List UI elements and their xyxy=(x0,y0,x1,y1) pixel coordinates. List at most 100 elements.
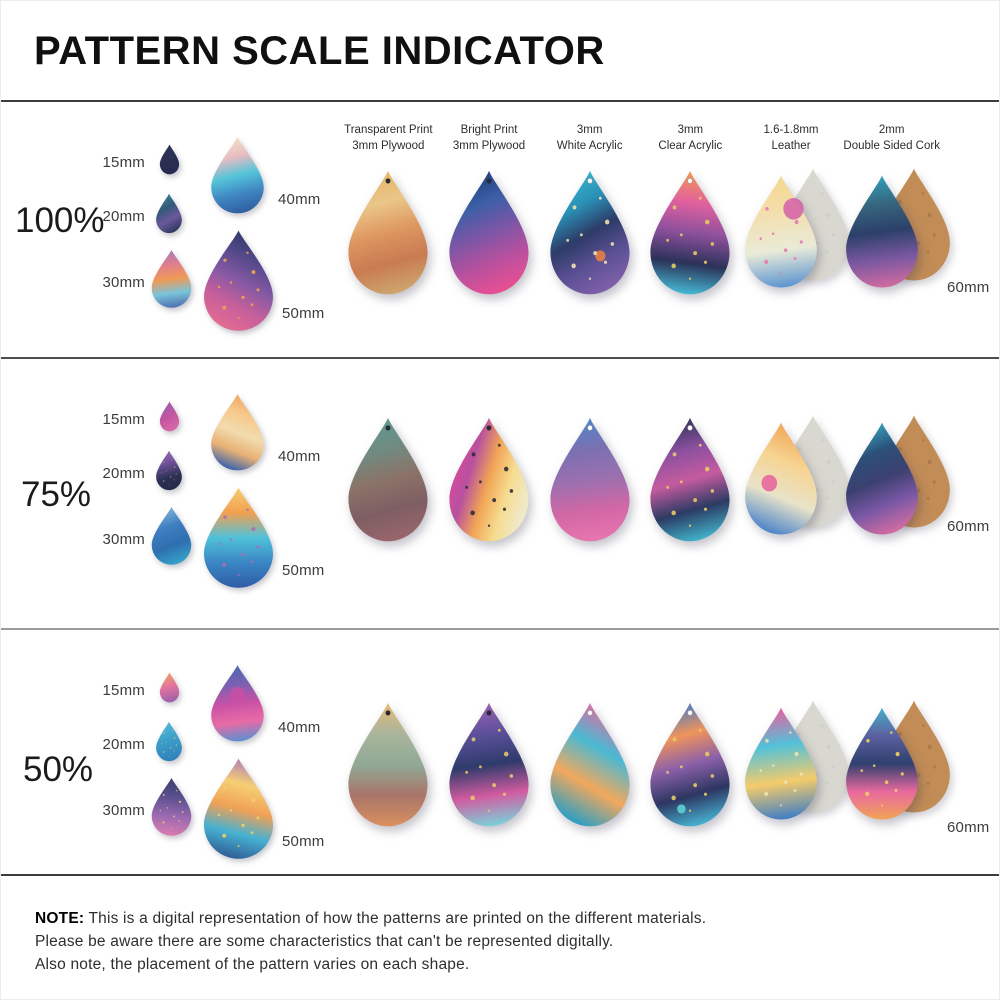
size-drop-40mm xyxy=(211,394,264,471)
material-drop xyxy=(550,170,630,295)
material-drop-slot xyxy=(547,416,633,546)
note-line-1: This is a digital representation of how … xyxy=(88,910,707,927)
size-drop-30mm xyxy=(151,506,192,565)
material-drop xyxy=(550,702,630,827)
size-label-50mm: 50mm xyxy=(282,833,325,850)
size-drop-30mm xyxy=(151,249,192,308)
size-label-40mm: 40mm xyxy=(278,719,321,736)
material-drop-slot xyxy=(845,415,950,546)
material-drop xyxy=(550,417,630,542)
material-drop xyxy=(348,417,428,542)
material-drop-slot xyxy=(345,701,431,831)
size-drop-20mm xyxy=(156,450,182,491)
material-header-line2: Double Sided Cork xyxy=(843,139,940,152)
scale-label-50: 50% xyxy=(23,750,94,789)
size-drop-20mm xyxy=(156,721,182,762)
material-drop-slot xyxy=(647,416,733,546)
material-drop xyxy=(449,170,529,295)
material-header-line1: Transparent Print xyxy=(344,124,433,136)
material-drop xyxy=(449,702,529,827)
note-divider xyxy=(1,874,999,876)
material-drop xyxy=(650,702,730,827)
size-label-30mm: 30mm xyxy=(102,531,145,548)
material-drop-cork xyxy=(845,422,918,535)
size-drop-40mm xyxy=(211,665,264,742)
material-column-1 xyxy=(338,629,439,875)
material-column-4 xyxy=(640,358,741,629)
material-header-line2: White Acrylic xyxy=(556,139,623,152)
size-label-50mm: 50mm xyxy=(282,562,325,579)
note-line-3: Also note, the placement of the pattern … xyxy=(35,956,470,973)
material-column-3 xyxy=(539,358,640,629)
scale-label-75: 75% xyxy=(21,475,92,514)
material-drop-slot xyxy=(345,416,431,546)
material-column-5 xyxy=(741,629,849,875)
row-divider-1 xyxy=(1,357,999,359)
note-label: NOTE: xyxy=(35,910,85,927)
scale-row-100: 100% 15mm 20mm 30mm 40mm 50mm Transparent Prin… xyxy=(1,101,999,358)
size-label-40mm: 40mm xyxy=(278,448,321,465)
material-drop-slot xyxy=(845,168,950,299)
material-drop-slot xyxy=(547,169,633,299)
material-column-2 xyxy=(439,358,540,629)
material-header-1: Transparent Print 3mm Plywood xyxy=(332,123,445,154)
material-header-line1: Bright Print xyxy=(460,124,518,136)
size-drop-15mm xyxy=(159,401,180,432)
material-column-6 xyxy=(841,358,950,629)
material-header-6: 2mm Double Sided Cork xyxy=(835,123,948,154)
material-drop-slot xyxy=(745,415,849,546)
material-drop xyxy=(348,170,428,295)
size-comparison-group: 15mm 20mm 30mm 40mm 50mm xyxy=(1,629,336,875)
material-drop-slot xyxy=(446,169,532,299)
material-header-3: 3mm White Acrylic xyxy=(533,123,646,154)
materials-row xyxy=(338,629,950,875)
size-drop-50mm xyxy=(204,758,273,859)
material-header-line2: 3mm Plywood xyxy=(452,139,526,152)
material-column-4 xyxy=(640,629,741,875)
material-drop xyxy=(348,702,428,827)
size-drop-15mm xyxy=(159,672,180,703)
material-drop xyxy=(449,417,529,542)
size-label-15mm: 15mm xyxy=(102,411,145,428)
material-drop-cork xyxy=(845,707,918,820)
size-drop-15mm xyxy=(159,144,180,175)
material-drop-slot xyxy=(647,701,733,831)
size-label-60mm: 60mm xyxy=(947,819,990,836)
material-column-5 xyxy=(741,358,849,629)
material-column-6: 2mm Double Sided Cork xyxy=(841,101,950,358)
size-label-30mm: 30mm xyxy=(102,802,145,819)
note-line-2: Please be aware there are some character… xyxy=(35,933,614,950)
size-label-60mm: 60mm xyxy=(947,518,990,535)
size-drop-40mm xyxy=(211,137,264,214)
size-drop-20mm xyxy=(156,193,182,234)
material-column-3: 3mm White Acrylic xyxy=(539,101,640,358)
size-label-30mm: 30mm xyxy=(102,274,145,291)
scale-label-100: 100% xyxy=(15,201,105,240)
material-header-line1: 3mm xyxy=(677,124,704,136)
material-drop-slot xyxy=(345,169,431,299)
material-drop-slot xyxy=(446,701,532,831)
material-header-4: 3mm Clear Acrylic xyxy=(634,123,747,154)
material-drop-slot xyxy=(745,168,849,299)
row-divider-2 xyxy=(1,628,999,630)
material-column-2: Bright Print 3mm Plywood xyxy=(439,101,540,358)
material-column-6 xyxy=(841,629,950,875)
material-drop-cork xyxy=(845,175,918,288)
size-label-20mm: 20mm xyxy=(102,208,145,225)
material-header-line2: Leather xyxy=(771,139,811,152)
material-drop-slot xyxy=(446,416,532,546)
size-comparison-group: 15mm 20mm 30mm 40mm 50mm xyxy=(1,101,336,358)
material-drop-slot xyxy=(647,169,733,299)
scale-row-75: 75% 15mm 20mm 30mm 40mm 50mm 60mm xyxy=(1,358,999,629)
material-drop-slot xyxy=(845,700,950,831)
material-drop-leather xyxy=(745,422,817,535)
material-header-line1: 1.6-1.8mm xyxy=(763,124,819,136)
material-column-2 xyxy=(439,629,540,875)
materials-row xyxy=(338,358,950,629)
material-header-2: Bright Print 3mm Plywood xyxy=(433,123,546,154)
material-column-1 xyxy=(338,358,439,629)
material-drop-slot xyxy=(745,700,849,831)
size-drop-50mm xyxy=(204,230,273,331)
material-column-5: 1.6-1.8mm Leather xyxy=(741,101,849,358)
